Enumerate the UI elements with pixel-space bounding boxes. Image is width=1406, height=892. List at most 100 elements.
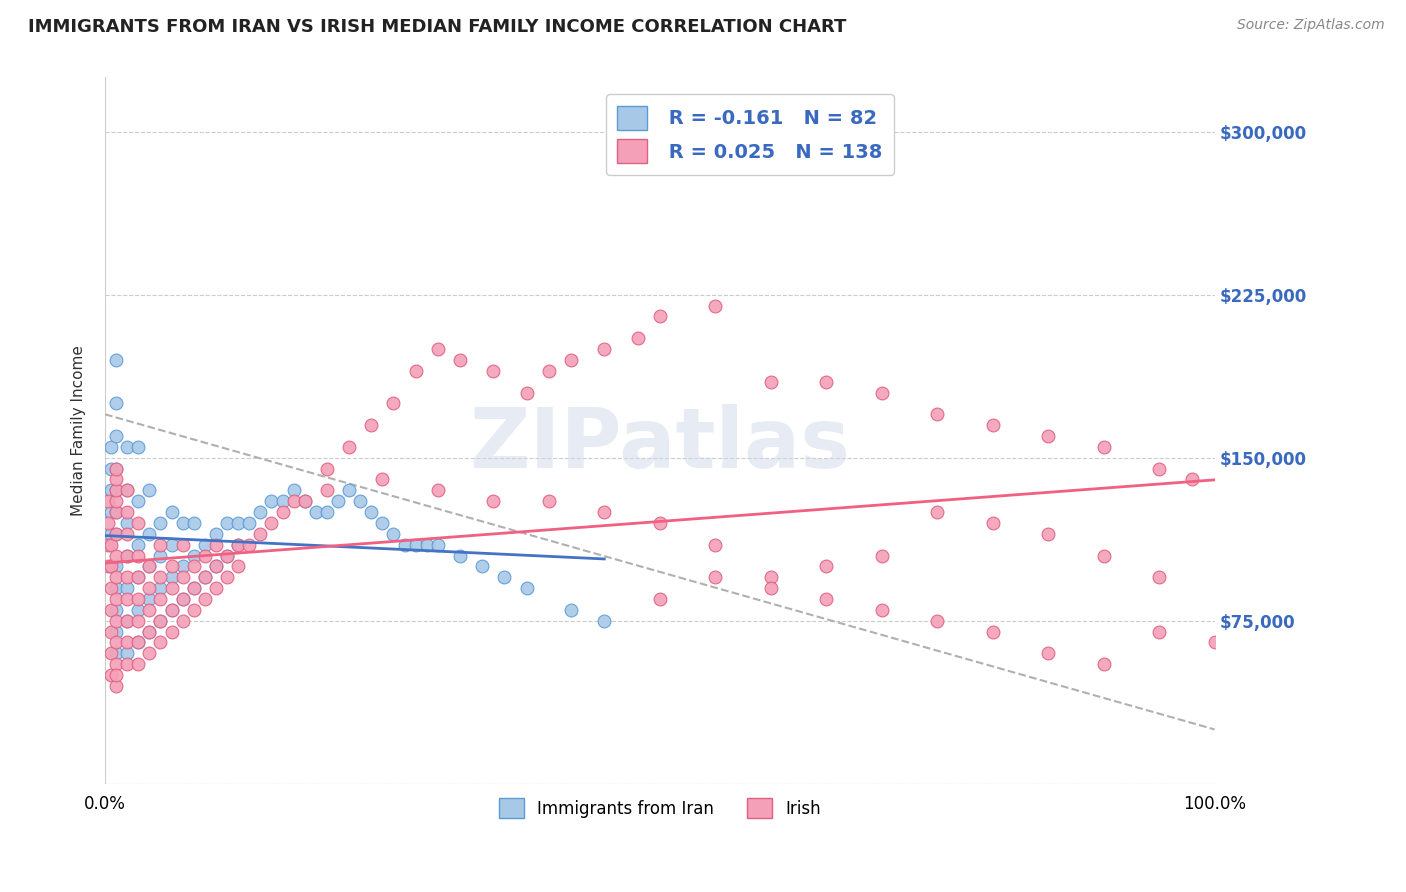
Point	[105, 473, 128, 487]
Point	[97, 538, 120, 552]
Point	[105, 635, 128, 649]
Point	[105, 559, 128, 574]
Point	[183, 581, 205, 595]
Text: ZIPatlas: ZIPatlas	[470, 404, 851, 485]
Point	[172, 592, 194, 607]
Point	[249, 505, 271, 519]
Point	[305, 505, 328, 519]
Point	[560, 353, 582, 368]
Point	[115, 440, 138, 454]
Point	[1204, 635, 1226, 649]
Point	[127, 440, 149, 454]
Point	[215, 570, 238, 584]
Point	[100, 461, 122, 475]
Point	[115, 657, 138, 672]
Point	[138, 581, 160, 595]
Point	[138, 559, 160, 574]
Point	[115, 483, 138, 498]
Point	[105, 461, 128, 475]
Point	[648, 592, 671, 607]
Point	[105, 581, 128, 595]
Point	[138, 483, 160, 498]
Point	[105, 679, 128, 693]
Point	[127, 635, 149, 649]
Point	[482, 494, 505, 508]
Point	[360, 505, 382, 519]
Point	[115, 646, 138, 660]
Point	[183, 581, 205, 595]
Point	[138, 559, 160, 574]
Point	[149, 549, 172, 563]
Point	[215, 516, 238, 530]
Point	[105, 494, 128, 508]
Point	[127, 516, 149, 530]
Point	[127, 592, 149, 607]
Point	[138, 592, 160, 607]
Point	[316, 505, 339, 519]
Point	[283, 483, 305, 498]
Point	[516, 385, 538, 400]
Point	[205, 559, 228, 574]
Point	[115, 549, 138, 563]
Point	[149, 570, 172, 584]
Y-axis label: Median Family Income: Median Family Income	[72, 345, 86, 516]
Point	[183, 516, 205, 530]
Point	[100, 526, 122, 541]
Point	[626, 331, 648, 345]
Point	[194, 549, 217, 563]
Point	[183, 559, 205, 574]
Point	[560, 603, 582, 617]
Point	[226, 559, 249, 574]
Point	[105, 483, 128, 498]
Point	[704, 570, 727, 584]
Point	[127, 635, 149, 649]
Point	[149, 614, 172, 628]
Point	[172, 559, 194, 574]
Point	[981, 418, 1004, 433]
Point	[115, 581, 138, 595]
Point	[115, 614, 138, 628]
Point	[115, 505, 138, 519]
Point	[1147, 570, 1170, 584]
Point	[127, 603, 149, 617]
Point	[260, 494, 283, 508]
Point	[105, 657, 128, 672]
Point	[97, 516, 120, 530]
Point	[149, 516, 172, 530]
Point	[97, 494, 120, 508]
Point	[205, 581, 228, 595]
Point	[271, 494, 294, 508]
Point	[215, 549, 238, 563]
Point	[405, 538, 427, 552]
Point	[194, 538, 217, 552]
Point	[294, 494, 316, 508]
Point	[160, 505, 183, 519]
Point	[105, 624, 128, 639]
Point	[194, 592, 217, 607]
Point	[115, 592, 138, 607]
Point	[260, 516, 283, 530]
Point	[105, 570, 128, 584]
Point	[226, 538, 249, 552]
Point	[426, 538, 449, 552]
Point	[205, 538, 228, 552]
Point	[449, 353, 471, 368]
Point	[283, 494, 305, 508]
Point	[127, 538, 149, 552]
Point	[115, 526, 138, 541]
Point	[138, 646, 160, 660]
Point	[105, 526, 128, 541]
Point	[105, 505, 128, 519]
Text: Source: ZipAtlas.com: Source: ZipAtlas.com	[1237, 18, 1385, 32]
Point	[172, 570, 194, 584]
Point	[405, 364, 427, 378]
Point	[593, 505, 616, 519]
Point	[127, 570, 149, 584]
Point	[494, 570, 516, 584]
Point	[371, 473, 394, 487]
Point	[1036, 526, 1059, 541]
Point	[927, 505, 949, 519]
Point	[759, 375, 782, 389]
Point	[981, 516, 1004, 530]
Point	[238, 538, 260, 552]
